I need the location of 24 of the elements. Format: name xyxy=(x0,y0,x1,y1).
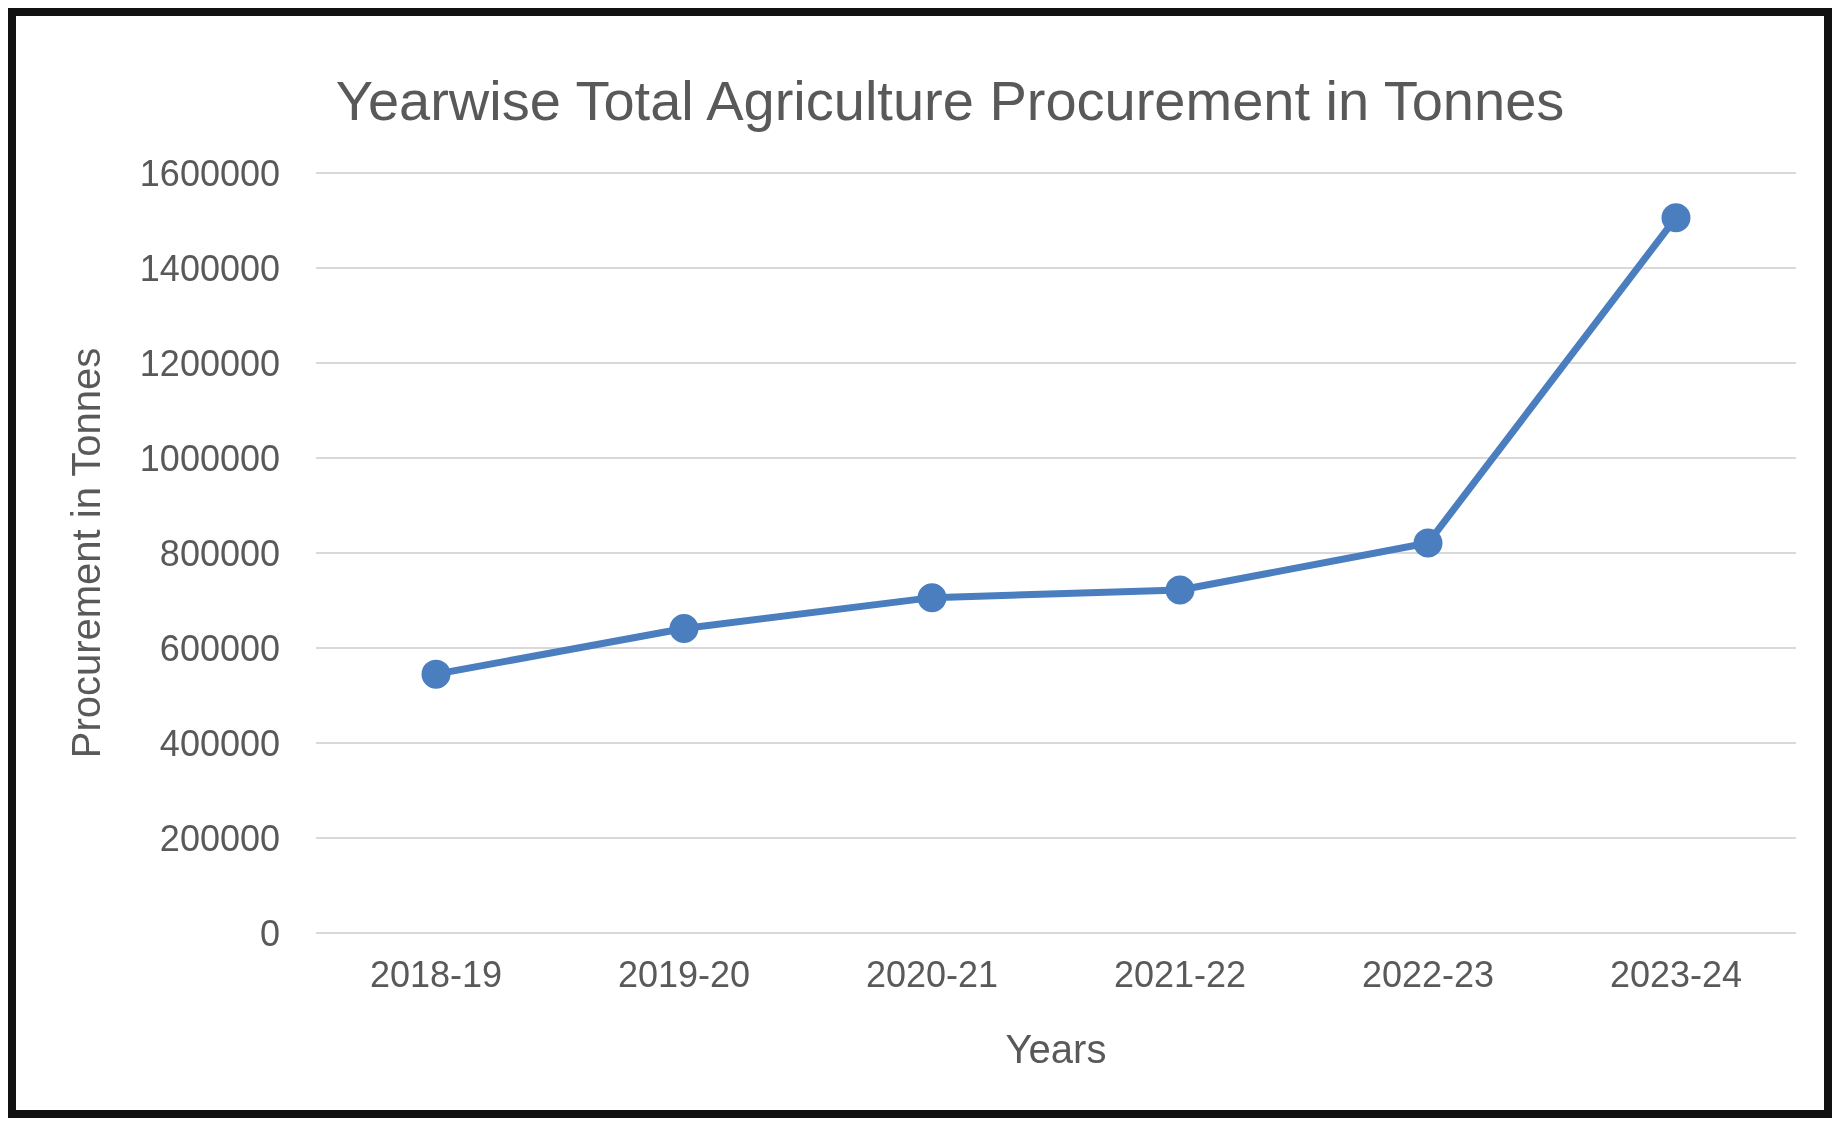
x-axis-title: Years xyxy=(1005,1027,1107,1071)
x-tick-label: 2022-23 xyxy=(1361,953,1495,995)
chart-title: Yearwise Total Agriculture Procurement in Tonnes xyxy=(334,68,1566,133)
y-tick-label: 1000000 xyxy=(139,437,280,479)
x-tick-label: 2018-19 xyxy=(369,953,503,995)
point xyxy=(421,659,451,689)
x-tick-label: 2023-24 xyxy=(1609,953,1743,995)
y-tick-label: 1400000 xyxy=(139,247,280,289)
y-tick-label: 400000 xyxy=(159,722,280,764)
x-tick-label: 2019-20 xyxy=(617,953,751,995)
y-tick-label: 1200000 xyxy=(139,342,280,384)
x-tick-label: 2020-21 xyxy=(865,953,999,995)
y-tick-label: 800000 xyxy=(159,532,280,574)
point xyxy=(1413,528,1443,558)
y-tick-label: 0 xyxy=(259,912,280,954)
x-tick-label: 2021-22 xyxy=(1113,953,1247,995)
y-tick-label: 1600000 xyxy=(139,152,280,194)
point xyxy=(669,614,699,644)
point xyxy=(917,583,947,613)
y-axis-title: Procurement in Tonnes xyxy=(64,347,109,759)
point xyxy=(1165,575,1195,605)
point xyxy=(1661,203,1691,233)
y-tick-label: 200000 xyxy=(159,817,280,859)
y-tick-label: 600000 xyxy=(159,627,280,669)
